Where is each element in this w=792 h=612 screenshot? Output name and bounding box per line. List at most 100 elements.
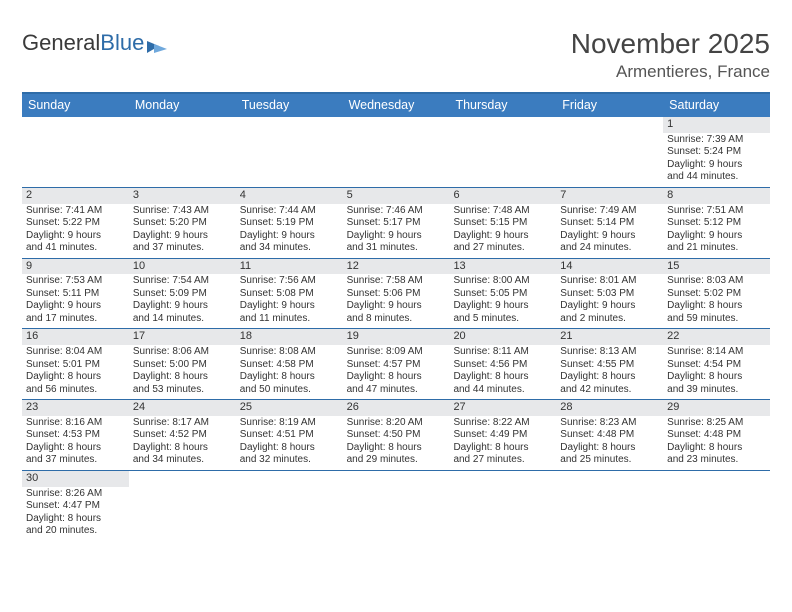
day-cell: 22Sunrise: 8:14 AMSunset: 4:54 PMDayligh… [663, 329, 770, 399]
day-body: Sunrise: 7:46 AMSunset: 5:17 PMDaylight:… [343, 204, 450, 258]
day-number [663, 471, 770, 487]
day-line: Sunrise: 7:41 AM [26, 205, 125, 218]
day-body [129, 487, 236, 491]
day-line: Daylight: 8 hours [347, 442, 446, 455]
day-cell: 19Sunrise: 8:09 AMSunset: 4:57 PMDayligh… [343, 329, 450, 399]
day-number: 30 [22, 471, 129, 487]
day-line: Sunset: 5:24 PM [667, 146, 766, 159]
day-line: Sunrise: 8:22 AM [453, 417, 552, 430]
day-number: 28 [556, 400, 663, 416]
day-line: Sunset: 4:51 PM [240, 429, 339, 442]
day-cell: 13Sunrise: 8:00 AMSunset: 5:05 PMDayligh… [449, 259, 556, 329]
day-number: 6 [449, 188, 556, 204]
day-cell: 25Sunrise: 8:19 AMSunset: 4:51 PMDayligh… [236, 400, 343, 470]
day-line: and 56 minutes. [26, 384, 125, 397]
day-cell [343, 471, 450, 541]
day-line: Sunrise: 7:46 AM [347, 205, 446, 218]
day-line: Sunrise: 7:58 AM [347, 275, 446, 288]
weekday-header-row: SundayMondayTuesdayWednesdayThursdayFrid… [22, 94, 770, 117]
day-body: Sunrise: 7:39 AMSunset: 5:24 PMDaylight:… [663, 133, 770, 187]
day-cell [449, 117, 556, 187]
weekday-header: Saturday [663, 94, 770, 117]
calendar: SundayMondayTuesdayWednesdayThursdayFrid… [22, 92, 770, 541]
day-body: Sunrise: 7:43 AMSunset: 5:20 PMDaylight:… [129, 204, 236, 258]
day-number: 3 [129, 188, 236, 204]
day-number: 15 [663, 259, 770, 275]
day-cell: 30Sunrise: 8:26 AMSunset: 4:47 PMDayligh… [22, 471, 129, 541]
day-line: Sunset: 5:06 PM [347, 288, 446, 301]
day-cell: 23Sunrise: 8:16 AMSunset: 4:53 PMDayligh… [22, 400, 129, 470]
day-line: Sunrise: 7:44 AM [240, 205, 339, 218]
day-cell [343, 117, 450, 187]
day-body [22, 133, 129, 137]
day-line: Sunset: 4:54 PM [667, 359, 766, 372]
day-body: Sunrise: 8:08 AMSunset: 4:58 PMDaylight:… [236, 345, 343, 399]
day-line: Sunset: 5:05 PM [453, 288, 552, 301]
day-line: Sunrise: 8:11 AM [453, 346, 552, 359]
day-body: Sunrise: 8:22 AMSunset: 4:49 PMDaylight:… [449, 416, 556, 470]
day-cell: 11Sunrise: 7:56 AMSunset: 5:08 PMDayligh… [236, 259, 343, 329]
logo-text-part1: General [22, 30, 100, 56]
day-line: Sunset: 5:03 PM [560, 288, 659, 301]
day-line: Sunset: 4:53 PM [26, 429, 125, 442]
day-line: Daylight: 9 hours [133, 230, 232, 243]
day-line: Daylight: 9 hours [453, 300, 552, 313]
day-number: 19 [343, 329, 450, 345]
day-cell: 7Sunrise: 7:49 AMSunset: 5:14 PMDaylight… [556, 188, 663, 258]
day-cell: 21Sunrise: 8:13 AMSunset: 4:55 PMDayligh… [556, 329, 663, 399]
day-cell: 24Sunrise: 8:17 AMSunset: 4:52 PMDayligh… [129, 400, 236, 470]
day-cell: 9Sunrise: 7:53 AMSunset: 5:11 PMDaylight… [22, 259, 129, 329]
week-row: 23Sunrise: 8:16 AMSunset: 4:53 PMDayligh… [22, 400, 770, 471]
day-line: Sunset: 4:56 PM [453, 359, 552, 372]
day-number: 13 [449, 259, 556, 275]
day-body [343, 487, 450, 491]
day-line: Sunrise: 8:08 AM [240, 346, 339, 359]
day-number [22, 117, 129, 133]
day-number: 27 [449, 400, 556, 416]
day-line: Daylight: 9 hours [453, 230, 552, 243]
day-line: and 27 minutes. [453, 454, 552, 467]
day-number: 16 [22, 329, 129, 345]
day-number [556, 471, 663, 487]
day-line: and 21 minutes. [667, 242, 766, 255]
day-body [663, 487, 770, 491]
day-cell: 20Sunrise: 8:11 AMSunset: 4:56 PMDayligh… [449, 329, 556, 399]
day-line: and 8 minutes. [347, 313, 446, 326]
day-line: and 47 minutes. [347, 384, 446, 397]
day-line: and 25 minutes. [560, 454, 659, 467]
day-line: and 32 minutes. [240, 454, 339, 467]
day-body: Sunrise: 8:00 AMSunset: 5:05 PMDaylight:… [449, 274, 556, 328]
day-cell: 16Sunrise: 8:04 AMSunset: 5:01 PMDayligh… [22, 329, 129, 399]
day-line: Sunrise: 8:13 AM [560, 346, 659, 359]
day-line: Sunrise: 7:43 AM [133, 205, 232, 218]
day-body: Sunrise: 8:01 AMSunset: 5:03 PMDaylight:… [556, 274, 663, 328]
day-number: 18 [236, 329, 343, 345]
day-number: 7 [556, 188, 663, 204]
day-line: Sunrise: 7:48 AM [453, 205, 552, 218]
day-cell: 14Sunrise: 8:01 AMSunset: 5:03 PMDayligh… [556, 259, 663, 329]
day-line: Sunset: 5:20 PM [133, 217, 232, 230]
day-line: Sunset: 4:48 PM [667, 429, 766, 442]
day-number [343, 471, 450, 487]
weekday-header: Monday [129, 94, 236, 117]
week-row: 9Sunrise: 7:53 AMSunset: 5:11 PMDaylight… [22, 259, 770, 330]
weekday-header: Friday [556, 94, 663, 117]
day-line: Daylight: 8 hours [453, 442, 552, 455]
day-cell [449, 471, 556, 541]
day-line: Sunrise: 8:25 AM [667, 417, 766, 430]
logo-text-part2: Blue [100, 30, 144, 56]
day-body [129, 133, 236, 137]
day-line: Sunrise: 8:20 AM [347, 417, 446, 430]
day-body: Sunrise: 7:49 AMSunset: 5:14 PMDaylight:… [556, 204, 663, 258]
day-body: Sunrise: 8:14 AMSunset: 4:54 PMDaylight:… [663, 345, 770, 399]
day-line: Daylight: 9 hours [240, 230, 339, 243]
day-line: Sunset: 4:50 PM [347, 429, 446, 442]
day-body: Sunrise: 7:53 AMSunset: 5:11 PMDaylight:… [22, 274, 129, 328]
day-body: Sunrise: 7:44 AMSunset: 5:19 PMDaylight:… [236, 204, 343, 258]
day-line: Daylight: 8 hours [560, 442, 659, 455]
day-line: and 11 minutes. [240, 313, 339, 326]
day-body [236, 133, 343, 137]
day-line: and 29 minutes. [347, 454, 446, 467]
day-line: and 59 minutes. [667, 313, 766, 326]
day-line: Daylight: 8 hours [347, 371, 446, 384]
